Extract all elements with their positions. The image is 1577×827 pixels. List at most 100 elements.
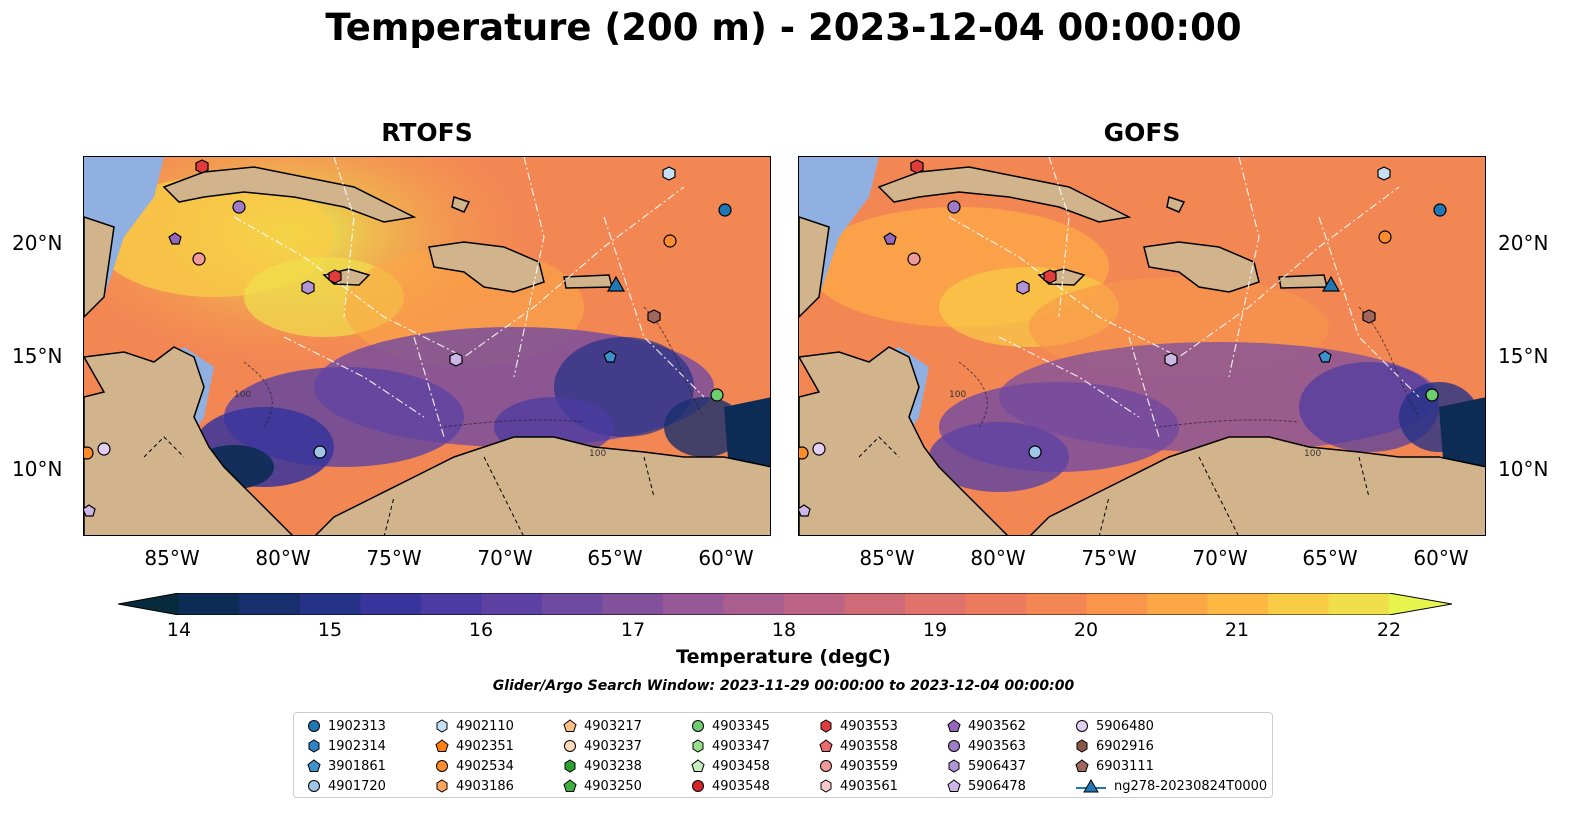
panel-title-gofs: GOFS	[1103, 118, 1181, 147]
legend-marker-icon	[948, 740, 960, 752]
map-gofs-canvas: 100 100	[799, 157, 1485, 535]
legend-marker-icon	[436, 779, 448, 793]
panel-title-rtofs: RTOFS	[381, 118, 473, 147]
legend-marker-icon	[692, 720, 704, 732]
lon-label: 80°W	[255, 546, 311, 570]
colorbar-tick: 15	[317, 619, 343, 641]
legend-marker-icon	[947, 719, 961, 732]
legend-label: ng278-20230824T0000	[1114, 778, 1268, 794]
figure-title: Temperature (200 m) - 2023-12-04 00:00:0…	[325, 6, 1242, 49]
legend-marker-icon	[820, 760, 832, 772]
lon-label: 80°W	[970, 546, 1026, 570]
legend-entry: 4903347	[690, 736, 770, 756]
legend-entry: 3901861	[306, 756, 386, 776]
legend-marker-icon	[564, 740, 576, 752]
map-rtofs[interactable]: 100 100	[83, 156, 771, 536]
legend-label: 4903250	[584, 778, 642, 794]
legend-entry: 4903553	[818, 716, 898, 736]
legend-entry: 4903562	[946, 716, 1026, 736]
lon-label: 85°W	[859, 546, 915, 570]
legend-label: 4903237	[584, 738, 642, 754]
legend-marker-icon	[564, 759, 576, 773]
legend-label: 4903558	[840, 738, 898, 754]
legend-marker-icon	[820, 719, 832, 733]
legend-marker-icon	[308, 739, 320, 753]
lon-label: 75°W	[1081, 546, 1137, 570]
legend-marker-icon	[947, 779, 961, 792]
legend-marker-icon	[692, 739, 704, 753]
colorbar-tick: 14	[166, 619, 192, 641]
lon-label: 70°W	[477, 546, 533, 570]
legend-entry: 6902916	[1074, 736, 1154, 756]
legend-marker-icon	[435, 739, 449, 752]
legend-label: 4903238	[584, 758, 642, 774]
legend-label: 4903563	[968, 738, 1026, 754]
colorbar-tick: 19	[922, 619, 948, 641]
lon-label: 70°W	[1192, 546, 1248, 570]
legend-label: 4903553	[840, 718, 898, 734]
colorbar-tick: 17	[620, 619, 646, 641]
legend-entry: 1902313	[306, 716, 386, 736]
colorbar-label: Temperature (degC)	[676, 646, 891, 668]
lon-label: 75°W	[366, 546, 422, 570]
legend-label: 6902916	[1096, 738, 1154, 754]
legend-marker-icon	[308, 780, 320, 792]
legend-entry: 4903250	[562, 776, 642, 796]
legend-label: 5906480	[1096, 718, 1154, 734]
legend-label: 4903548	[712, 778, 770, 794]
contour-label: 100	[234, 390, 251, 400]
legend-entry: 4902110	[434, 716, 514, 736]
legend-marker-icon	[820, 779, 832, 793]
contour-label: 100	[589, 449, 606, 459]
legend-entry: 4903561	[818, 776, 898, 796]
legend-entry: 4903238	[562, 756, 642, 776]
lat-label-left: 20°N	[12, 231, 63, 255]
legend-label: 1902314	[328, 738, 386, 754]
lat-label-right: 10°N	[1498, 457, 1549, 481]
legend-marker-icon	[691, 759, 705, 772]
colorbar-tick: 22	[1376, 619, 1402, 641]
legend-label: 4902351	[456, 738, 514, 754]
legend-entry: 5906480	[1074, 716, 1154, 736]
legend-label: 4903561	[840, 778, 898, 794]
colorbar-tick: 20	[1073, 619, 1099, 641]
legend-label: 4903562	[968, 718, 1026, 734]
legend-label: 6903111	[1096, 758, 1154, 774]
legend-entry: 4901720	[306, 776, 386, 796]
legend-marker-icon	[563, 719, 577, 732]
legend-marker-icon	[692, 780, 704, 792]
legend-entry: 4903217	[562, 716, 642, 736]
legend-entry: 1902314	[306, 736, 386, 756]
legend-entry: 4903458	[690, 756, 770, 776]
lat-label-right: 20°N	[1498, 231, 1549, 255]
legend-marker-icon	[948, 759, 960, 773]
legend-label: 3901861	[328, 758, 386, 774]
contour-label: 100	[949, 390, 966, 400]
legend-entry: 5906437	[946, 756, 1026, 776]
legend-entry: 4903345	[690, 716, 770, 736]
legend-entry: 4903237	[562, 736, 642, 756]
legend-marker-icon	[436, 760, 448, 772]
legend-label: 1902313	[328, 718, 386, 734]
legend-entry: 4903559	[818, 756, 898, 776]
legend-label: 4901720	[328, 778, 386, 794]
colorbar-tick: 16	[468, 619, 494, 641]
contour-label: 100	[1304, 449, 1321, 459]
legend-marker-icon	[1076, 720, 1088, 732]
legend-marker-icon	[308, 720, 320, 732]
legend-entry: 4903186	[434, 776, 514, 796]
legend-marker-icon	[563, 779, 577, 792]
colorbar-tick: 18	[771, 619, 797, 641]
legend: 1902313 1902314 3901861 4901720 4902110 49023…	[293, 712, 1273, 798]
legend-label: 4903559	[840, 758, 898, 774]
legend-label: 5906437	[968, 758, 1026, 774]
lon-label: 60°W	[698, 546, 754, 570]
map-rtofs-canvas: 100 100	[84, 157, 770, 535]
lon-label: 85°W	[144, 546, 200, 570]
lat-label-right: 15°N	[1498, 344, 1549, 368]
legend-entry: 4903558	[818, 736, 898, 756]
map-gofs[interactable]: 100 100	[798, 156, 1486, 536]
legend-entry: 5906478	[946, 776, 1026, 796]
lon-label: 65°W	[587, 546, 643, 570]
legend-label: 4902110	[456, 718, 514, 734]
